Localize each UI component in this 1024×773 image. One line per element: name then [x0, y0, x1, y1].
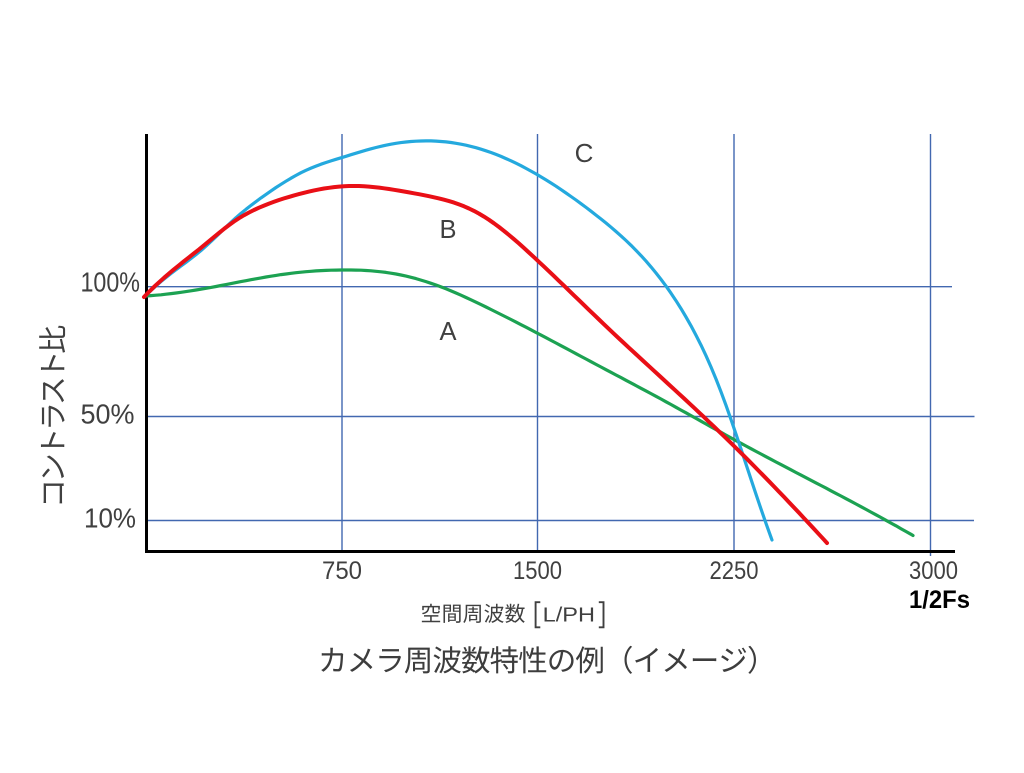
svg-text:2250: 2250: [710, 557, 759, 585]
svg-text:L/PH: L/PH: [543, 604, 595, 626]
svg-text:B: B: [439, 216, 456, 244]
svg-text:50%: 50%: [81, 399, 135, 430]
svg-text:100%: 100%: [81, 267, 141, 298]
svg-text:C: C: [575, 138, 594, 168]
svg-text:1/2Fs: 1/2Fs: [909, 586, 970, 614]
svg-text:3000: 3000: [909, 557, 958, 585]
svg-text:10%: 10%: [84, 503, 136, 534]
svg-text:750: 750: [322, 557, 362, 585]
svg-text:A: A: [439, 318, 456, 346]
svg-text:1500: 1500: [513, 557, 562, 585]
